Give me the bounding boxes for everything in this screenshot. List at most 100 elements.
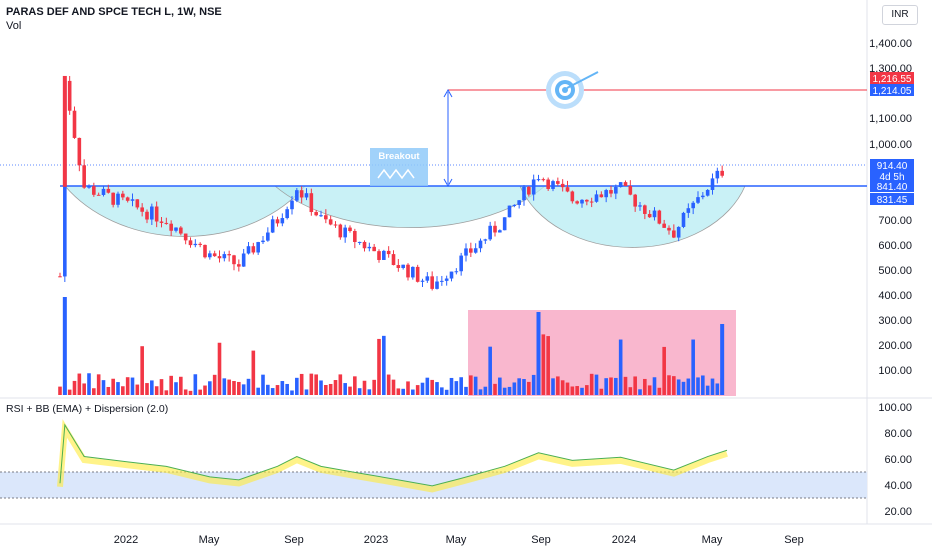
candle-body — [430, 276, 434, 289]
volume-bar — [367, 389, 372, 395]
volume-bar — [328, 383, 333, 395]
volume-bar — [657, 387, 662, 395]
volume-bar — [280, 381, 285, 395]
volume-bar — [179, 376, 183, 395]
volume-bar — [522, 379, 526, 395]
volume-bar — [169, 375, 173, 395]
volume-bar — [183, 389, 188, 395]
candle-body — [546, 179, 550, 189]
volume-bar — [377, 338, 381, 395]
volume-bar — [527, 381, 531, 395]
volume-bar — [512, 382, 517, 395]
volume-bar — [96, 374, 101, 395]
volume-bar — [241, 384, 246, 395]
volume-bar — [188, 390, 193, 395]
candle-body — [420, 280, 425, 282]
volume-bar — [391, 379, 396, 395]
candle-body — [290, 200, 294, 210]
candle-body — [599, 194, 604, 198]
candle-body — [585, 199, 589, 202]
volume-bar — [266, 384, 270, 395]
volume-bar — [614, 377, 618, 395]
candle-body — [454, 271, 459, 273]
candle-body — [111, 192, 115, 205]
candle-body — [469, 248, 473, 253]
candle-body — [473, 248, 478, 253]
candle-body — [618, 182, 623, 188]
volume-bar — [415, 385, 420, 395]
candle-body — [512, 204, 517, 206]
volume-bar — [633, 376, 637, 395]
volume-bar — [256, 387, 260, 395]
volume-bar — [150, 380, 154, 395]
rsi-tick: 80.00 — [884, 428, 912, 440]
volume-bar — [652, 377, 657, 395]
volume-bar — [696, 377, 700, 395]
candle-body — [541, 179, 546, 181]
volume-bar — [82, 383, 86, 395]
candle-body — [575, 201, 579, 204]
candle-body — [522, 186, 526, 201]
volume-bar — [541, 334, 546, 395]
time-label: Sep — [284, 534, 304, 546]
candle-body — [150, 206, 154, 220]
candle-body — [720, 170, 724, 176]
candle-body — [58, 276, 62, 278]
candle-body — [498, 230, 502, 233]
time-label: Sep — [531, 534, 551, 546]
candle-body — [652, 210, 657, 218]
candle-body — [483, 239, 488, 241]
candle-body — [527, 186, 531, 195]
volume-bar — [217, 342, 222, 395]
candle-body — [507, 205, 512, 218]
volume-bar — [691, 339, 695, 395]
candle-body — [333, 224, 338, 226]
candle-body — [174, 227, 178, 231]
volume-bar — [546, 336, 550, 395]
breakout-badge[interactable]: Breakout — [370, 148, 428, 186]
currency-button[interactable]: INR — [882, 5, 918, 25]
candle-body — [493, 225, 497, 233]
candle-body — [67, 80, 72, 111]
volume-bar — [309, 373, 314, 395]
axis-labels: 1,400.001,300.001,100.001,000.00700.0060… — [114, 38, 914, 546]
volume-bar — [333, 380, 338, 395]
volume-bar — [290, 390, 294, 395]
last-volume — [720, 324, 725, 395]
rsi-tick: 40.00 — [884, 480, 912, 492]
candle-body — [440, 280, 444, 282]
volume-bar — [638, 389, 642, 395]
candle-body — [198, 243, 202, 245]
volume-bar — [589, 373, 594, 395]
volume-bar — [299, 373, 304, 395]
volume-bar — [473, 376, 478, 395]
cup-left — [64, 185, 306, 237]
volume-bar — [338, 374, 343, 395]
volume-bar — [676, 379, 681, 395]
candle-body — [275, 219, 280, 224]
candle-body — [609, 190, 613, 194]
candle-body — [261, 240, 265, 243]
volume-bar — [715, 383, 720, 395]
volume-bar — [58, 386, 62, 395]
candle-body — [676, 226, 681, 238]
candle-body — [314, 212, 318, 216]
time-label: May — [446, 534, 467, 546]
candle-body — [135, 199, 140, 208]
candle-body — [193, 243, 198, 246]
rsi-title: RSI + BB (EMA) + Dispersion (2.0) — [6, 403, 169, 415]
volume-bar — [251, 350, 256, 395]
candle-body — [203, 244, 207, 258]
volume-bar — [145, 383, 149, 395]
volume-bar — [232, 381, 236, 395]
candle-body — [125, 197, 130, 201]
candle-body — [386, 250, 391, 255]
volume-bar — [67, 389, 72, 395]
volume-bar — [507, 386, 512, 395]
rsi-bb-band — [57, 419, 728, 493]
candle-body — [92, 186, 96, 195]
volume-bar — [353, 376, 357, 395]
volume-bar — [237, 381, 241, 395]
candle-body — [130, 199, 135, 201]
